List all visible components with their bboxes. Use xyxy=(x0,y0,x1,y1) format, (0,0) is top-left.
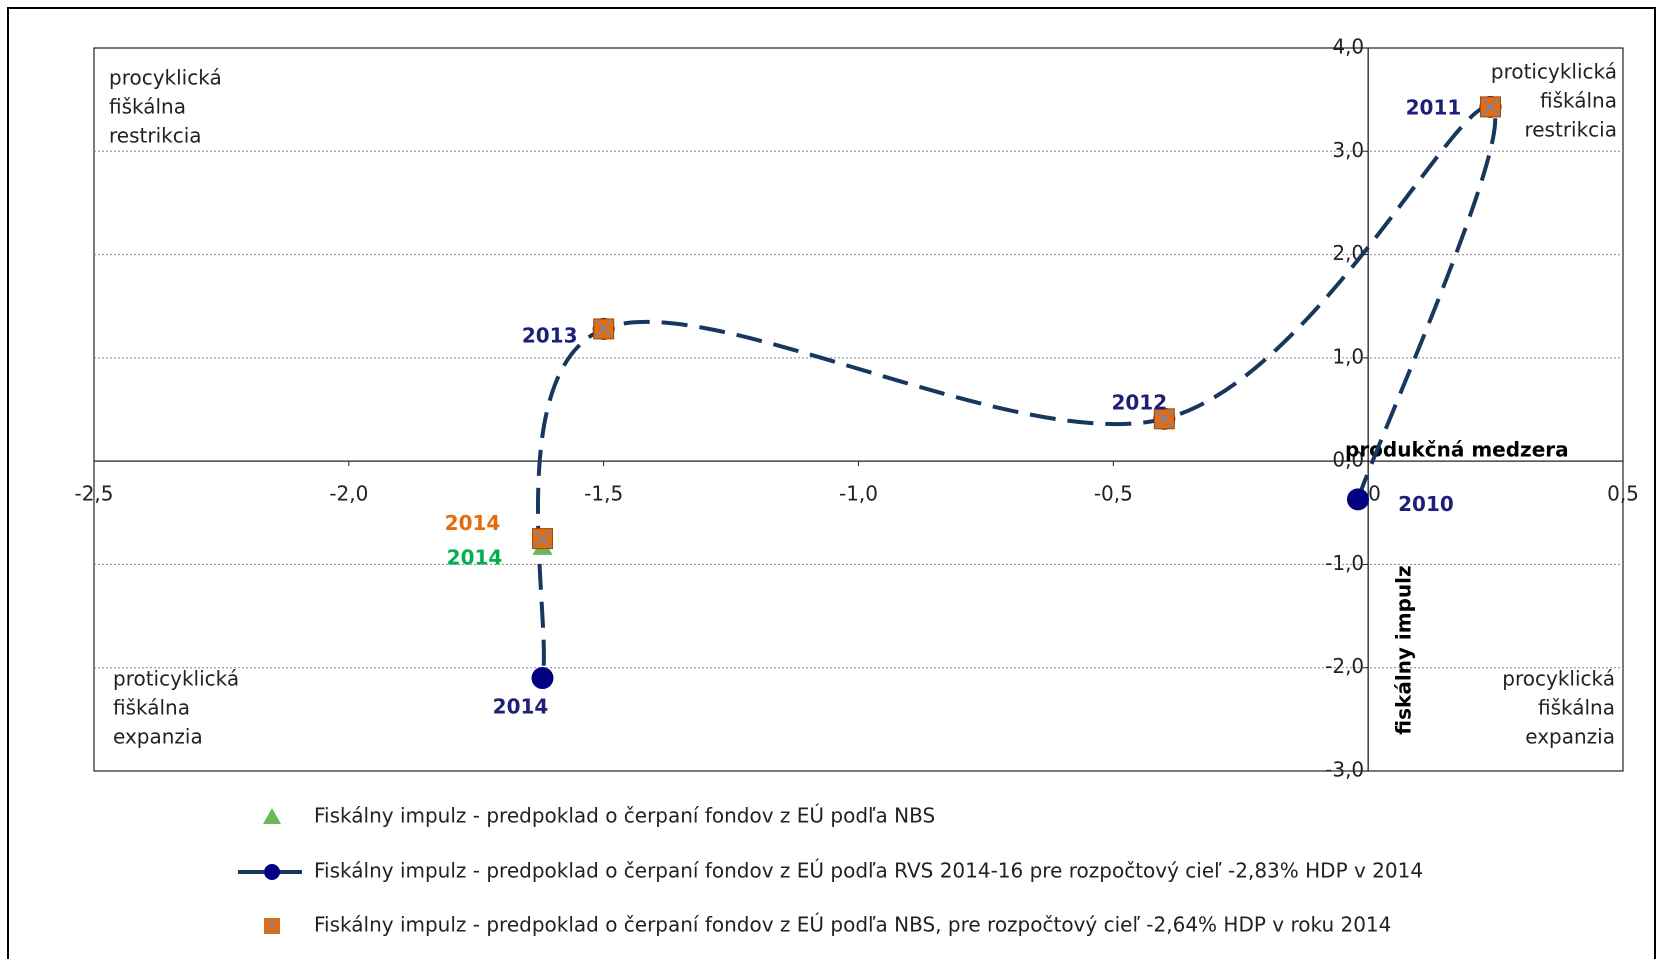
point-label: 2011 xyxy=(1406,95,1462,119)
x-tick-label: 0,5 xyxy=(1607,482,1639,506)
point xyxy=(1153,408,1175,430)
point xyxy=(593,318,615,340)
quadrant-annotation: procyklická xyxy=(1502,667,1615,691)
point xyxy=(532,528,554,550)
legend-label: Fiskálny impulz - predpoklad o čerpaní f… xyxy=(314,913,1391,937)
y-tick-label: 2,0 xyxy=(1332,241,1364,265)
y-tick-label: -2,0 xyxy=(1325,654,1364,678)
point-label: 2013 xyxy=(522,323,578,347)
x-tick-label: -1,0 xyxy=(839,482,878,506)
x-tick-label: -0,5 xyxy=(1094,482,1133,506)
y-tick-label: 4,0 xyxy=(1332,35,1364,59)
x-tick-label: -2,0 xyxy=(329,482,368,506)
point xyxy=(531,667,554,690)
quadrant-annotation: fiškálna xyxy=(109,95,186,119)
y-axis-title: fiskálny impulz xyxy=(1392,565,1416,734)
point xyxy=(1346,488,1369,511)
marker-cross xyxy=(594,320,613,338)
quadrant-annotation: procyklická xyxy=(109,66,222,90)
y-tick-label: 0,0 xyxy=(1332,448,1364,472)
marker-cross xyxy=(1481,98,1500,116)
outer-border xyxy=(7,7,1656,963)
legend-label: Fiskálny impulz - predpoklad o čerpaní f… xyxy=(314,859,1423,883)
quadrant-annotation: fiškálna xyxy=(1538,696,1615,720)
x-tick-label: -1,5 xyxy=(584,482,623,506)
x-tick-label: 0 xyxy=(1368,482,1381,506)
quadrant-annotation: restrikcia xyxy=(109,124,202,148)
legend-marker xyxy=(264,864,280,880)
legend-item: Fiskálny impulz - predpoklad o čerpaní f… xyxy=(238,859,1423,883)
point-label: 2014 xyxy=(447,545,503,569)
quadrant-annotation: fiškálna xyxy=(1540,89,1617,113)
point-label: 2012 xyxy=(1111,390,1167,414)
y-tick-label: -3,0 xyxy=(1325,758,1364,782)
legend-cross xyxy=(265,919,279,933)
point-label: 2014 xyxy=(493,695,549,719)
x-tick-label: -2,5 xyxy=(74,482,113,506)
point xyxy=(1479,96,1501,118)
y-tick-label: 1,0 xyxy=(1332,344,1364,368)
marker-cross xyxy=(1155,410,1174,428)
quadrant-annotation: restrikcia xyxy=(1524,118,1617,142)
quadrant-annotation: proticyklická xyxy=(113,667,239,691)
point-label: 2010 xyxy=(1398,492,1454,516)
marker-cross xyxy=(533,529,552,548)
point-label: 2014 xyxy=(445,511,501,535)
y-tick-label: -1,0 xyxy=(1325,551,1364,575)
legend-label: Fiskálny impulz - predpoklad o čerpaní f… xyxy=(314,804,935,828)
legend-marker xyxy=(263,808,281,824)
legend-item: Fiskálny impulz - predpoklad o čerpaní f… xyxy=(264,913,1391,937)
quadrant-annotation: expanzia xyxy=(1525,725,1615,749)
quadrant-annotation: expanzia xyxy=(113,725,203,749)
series-line xyxy=(535,104,1498,679)
y-tick-label: 3,0 xyxy=(1332,138,1364,162)
quadrant-annotation: proticyklická xyxy=(1491,60,1617,84)
plot-frame xyxy=(93,47,1624,772)
legend-item: Fiskálny impulz - predpoklad o čerpaní f… xyxy=(263,804,935,828)
quadrant-annotation: fiškálna xyxy=(113,696,190,720)
